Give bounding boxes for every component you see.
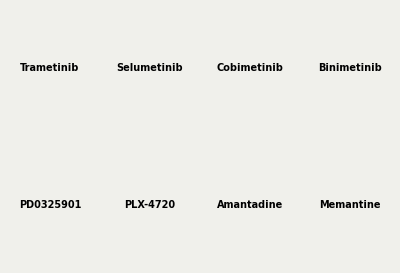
Text: Amantadine: Amantadine [217, 200, 283, 210]
Text: Binimetinib: Binimetinib [318, 63, 382, 73]
Text: Memantine: Memantine [319, 200, 381, 210]
Text: PD0325901: PD0325901 [19, 200, 81, 210]
Text: PLX-4720: PLX-4720 [124, 200, 176, 210]
Text: Selumetinib: Selumetinib [117, 63, 183, 73]
Text: Trametinib: Trametinib [20, 63, 80, 73]
Text: Cobimetinib: Cobimetinib [216, 63, 284, 73]
